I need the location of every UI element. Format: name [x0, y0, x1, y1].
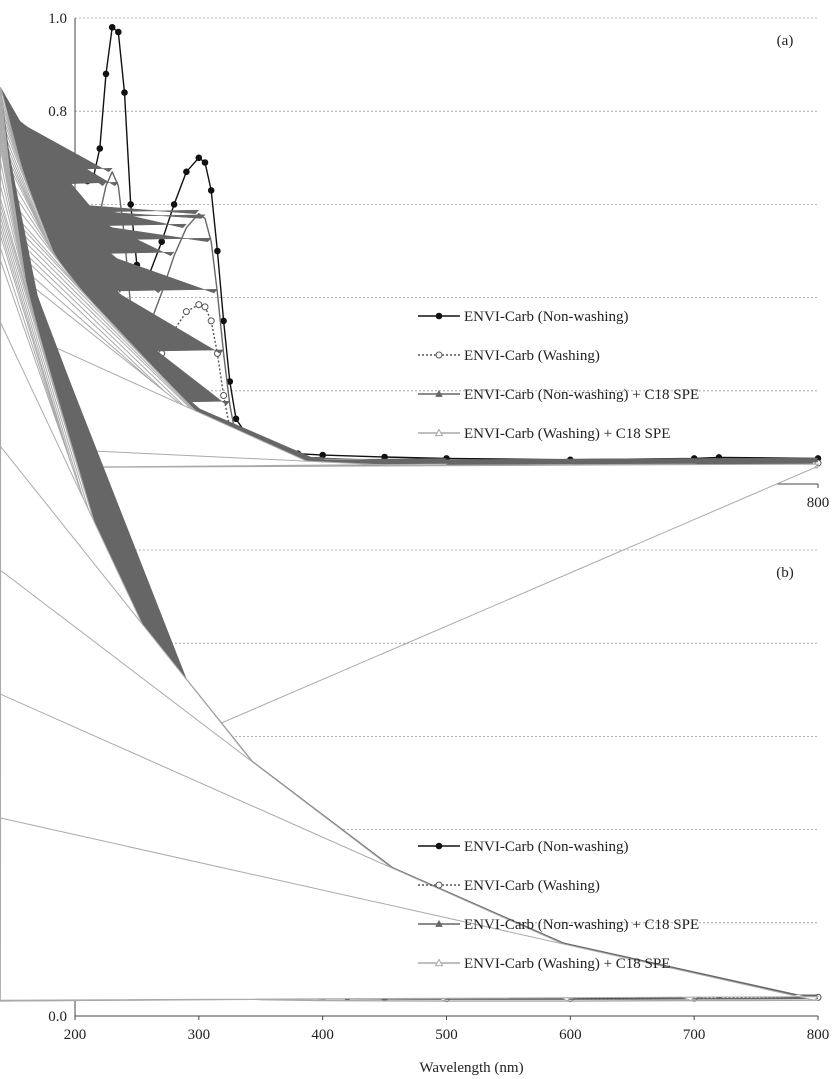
data-point: [182, 308, 190, 316]
data-point: [220, 317, 227, 325]
data-point: [96, 145, 104, 152]
x-tick-label: 300: [188, 1027, 211, 1043]
panel-label: (b): [776, 565, 794, 581]
data-point: [102, 70, 110, 78]
data-point: [207, 187, 215, 194]
x-tick-label: 800: [807, 495, 830, 511]
data-point: [158, 238, 165, 245]
legend-marker: [435, 312, 443, 320]
data-point: [127, 201, 134, 208]
legend-label: ENVI-Carb (Washing): [464, 348, 600, 364]
legend-label: ENVI-Carb (Non-washing) + C18 SPE: [464, 387, 699, 403]
legend: ENVI-Carb (Non-washing) ENVI-Carb (Washin…: [418, 839, 699, 972]
x-tick-label: 700: [683, 1027, 706, 1043]
legend: ENVI-Carb (Non-washing) ENVI-Carb (Washin…: [418, 309, 699, 442]
x-tick-label: 600: [559, 1027, 582, 1043]
series-4: [0, 87, 820, 1002]
data-point: [170, 201, 178, 208]
y-tick-label: 0.0: [48, 1009, 67, 1025]
data-point: [232, 415, 240, 423]
x-axis-title: Wavelength (nm): [419, 1060, 523, 1076]
data-point: [115, 28, 122, 36]
x-tick-label: 800: [807, 1027, 830, 1043]
legend-label: ENVI-Carb (Washing) + C18 SPE: [464, 426, 670, 442]
data-point: [220, 392, 228, 399]
legend-marker: [435, 842, 443, 850]
data-point: [195, 301, 203, 309]
data-point: [201, 303, 209, 311]
series-line: [86, 26, 819, 461]
data-point: [201, 159, 209, 166]
legend-marker: [434, 428, 444, 437]
chart-panel-b: 0.00.20.40.60.81.0200300400500600700800W…: [0, 87, 829, 1076]
legend-marker: [435, 389, 443, 397]
panel-label: (a): [777, 33, 794, 49]
data-point: [121, 89, 128, 96]
legend-label: ENVI-Carb (Washing) + C18 SPE: [464, 956, 670, 972]
legend-marker: [435, 351, 443, 359]
y-tick-label: 1.0: [48, 11, 67, 27]
x-tick-label: 500: [435, 1027, 458, 1043]
legend-label: ENVI-Carb (Washing): [464, 878, 600, 894]
legend-label: ENVI-Carb (Non-washing) + C18 SPE: [464, 917, 699, 933]
legend-marker: [434, 958, 444, 967]
legend-label: ENVI-Carb (Non-washing): [464, 309, 629, 325]
data-point: [195, 154, 203, 162]
data-point: [214, 247, 221, 255]
data-point: [207, 317, 215, 325]
data-point: [108, 23, 116, 31]
data-point: [0, 817, 820, 1001]
legend-marker: [435, 919, 443, 927]
x-tick-label: 400: [311, 1027, 334, 1043]
legend-marker: [435, 881, 443, 889]
legend-label: ENVI-Carb (Non-washing): [464, 839, 629, 855]
data-point: [183, 168, 190, 176]
y-tick-label: 0.8: [48, 104, 67, 120]
x-tick-label: 200: [64, 1027, 87, 1043]
